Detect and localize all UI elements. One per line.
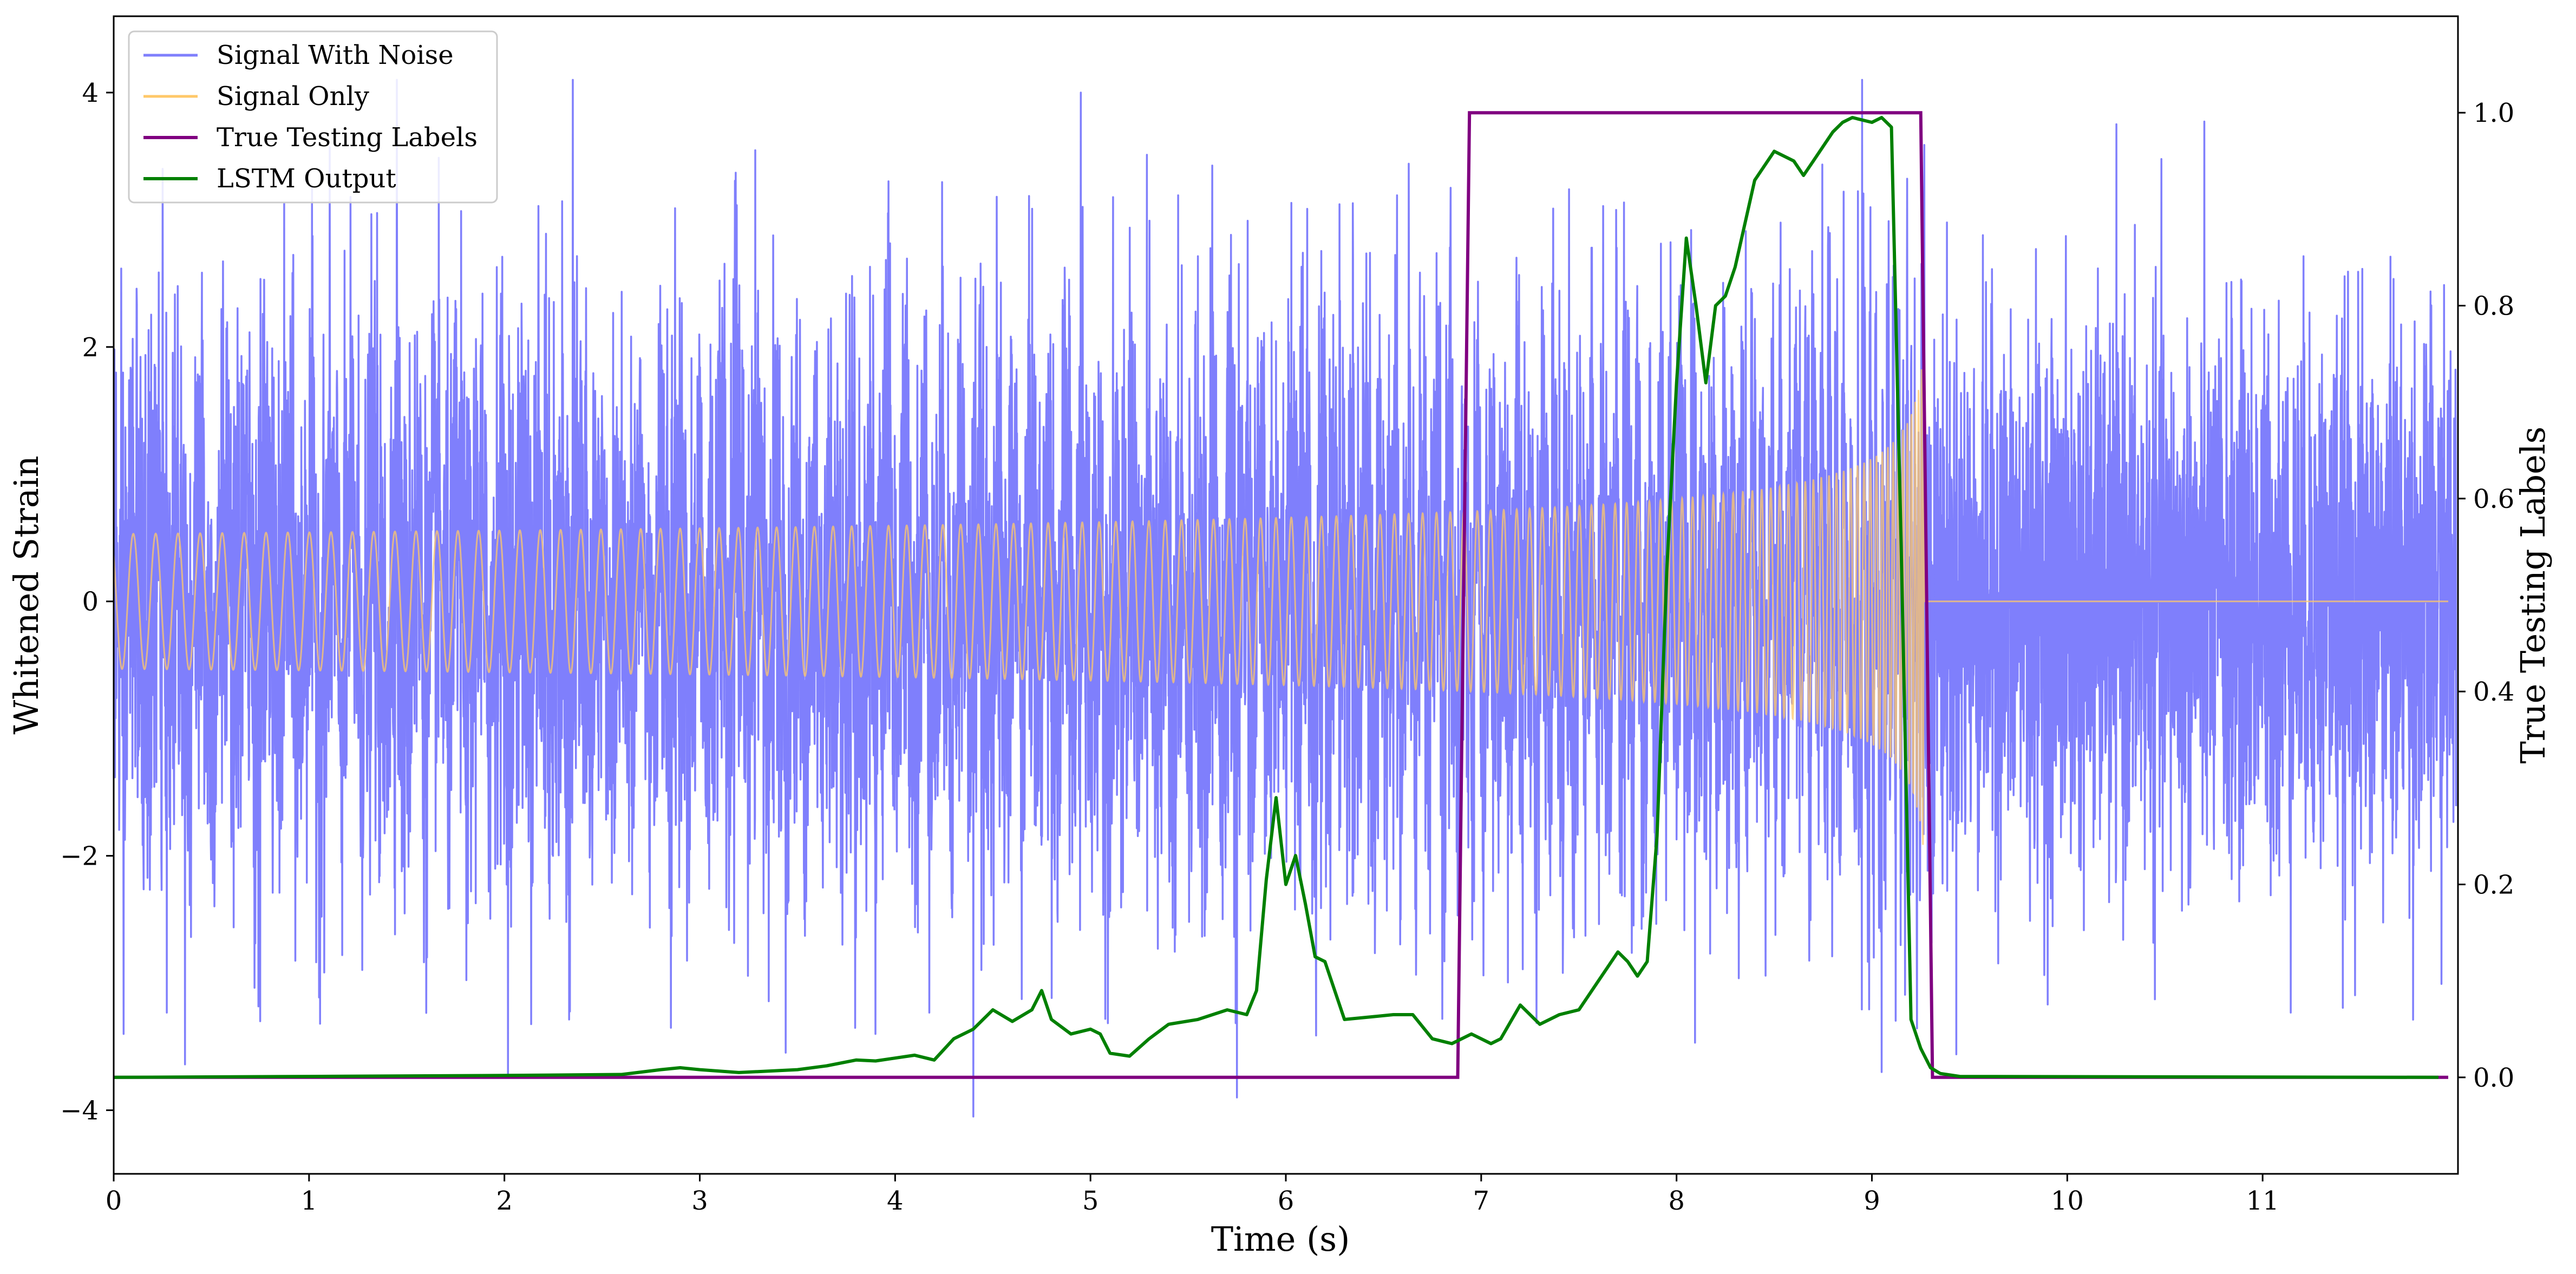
signal-with-noise-line [114,146,375,1066]
x-tick-label: 10 [2051,1186,2084,1216]
legend-entry-signal-only: Signal Only [143,81,369,112]
x-axis-ticks: 0 1 2 3 4 5 6 7 8 9 10 11 [106,1174,2279,1216]
x-tick-label: 11 [2246,1186,2279,1216]
legend-entry-true-testing-labels: True Testing Labels [143,122,478,153]
series-signal-with-noise [114,79,2457,1118]
signal-with-noise-line [2194,120,2457,1021]
legend-entry-signal-with-noise: Signal With Noise [143,40,454,70]
y-right-tick-label: 1.0 [2473,98,2514,128]
y-right-axis-ticks: 0.0 0.2 0.4 0.6 0.8 1.0 [2458,98,2514,1093]
y-left-tick-label: 0 [82,587,99,617]
legend-label-signal-with-noise: Signal With Noise [217,40,454,70]
signal-with-noise-line [1934,123,2197,1055]
legend-box [128,30,498,204]
y-right-tick-label: 0.2 [2473,870,2514,900]
x-axis-title: Time (s) [1211,1219,1350,1259]
lstm-output-line [114,116,2438,1079]
x-tick-label: 7 [1473,1186,1490,1216]
y-left-axis-title: Whitened Strain [6,456,46,735]
legend-entry-lstm-output: LSTM Output [143,164,396,194]
signal-only-line [114,343,2448,845]
x-tick-label: 9 [1864,1186,1880,1216]
y-right-axis-title: True Testing Labels [2513,427,2553,764]
legend-label-true-testing-labels: True Testing Labels [217,122,478,153]
signal-with-noise-line [1154,162,1416,1099]
x-tick-label: 3 [691,1186,708,1216]
y-right-tick-label: 0.6 [2473,484,2514,514]
signal-with-noise-line [1414,187,1677,1024]
y-left-tick-label: 4 [82,78,99,108]
series-lstm-output [114,116,2438,1079]
y-right-tick-label: 0.0 [2473,1063,2514,1093]
y-right-tick-label: 0.4 [2473,677,2514,707]
legend-label-lstm-output: LSTM Output [217,164,396,194]
x-tick-label: 0 [106,1186,122,1216]
y-left-tick-label: 2 [82,332,99,363]
x-tick-label: 6 [1278,1186,1294,1216]
signal-with-noise-line [372,79,636,1077]
y-left-axis-ticks: −4 −2 0 2 4 [60,78,114,1126]
y-right-tick-label: 0.8 [2473,291,2514,322]
x-tick-label: 5 [1082,1186,1099,1216]
legend: Signal With Noise Signal Only True Testi… [128,30,498,204]
x-tick-label: 8 [1668,1186,1685,1216]
signal-with-noise-line [893,92,1156,1118]
x-tick-label: 4 [887,1186,904,1216]
x-tick-label: 2 [496,1186,513,1216]
y-left-tick-label: −2 [60,841,99,872]
legend-label-signal-only: Signal Only [217,81,369,112]
y-left-tick-label: −4 [60,1096,99,1126]
plot-area [114,79,2457,1118]
series-signal-only [114,343,2448,845]
signal-with-noise-line [633,149,895,1054]
x-tick-label: 1 [301,1186,318,1216]
